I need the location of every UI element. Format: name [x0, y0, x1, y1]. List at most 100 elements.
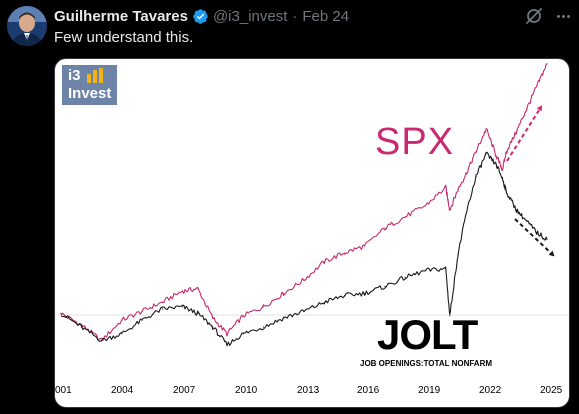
- verified-badge-icon: [192, 8, 209, 25]
- chart-canvas: [55, 63, 569, 347]
- data-point-jolt: [121, 333, 123, 335]
- spx-label: SPX: [375, 121, 455, 163]
- logo-bars-icon: [87, 68, 103, 83]
- data-point-spx: [283, 292, 285, 294]
- data-point-jolt: [100, 339, 103, 342]
- data-point-jolt: [424, 270, 427, 272]
- jolt-label: JOLT: [377, 311, 478, 358]
- x-tick-label: 2025: [540, 385, 563, 396]
- data-point-jolt: [475, 175, 477, 177]
- data-point-jolt: [226, 344, 228, 346]
- author-handle[interactable]: @i3_invest: [212, 7, 288, 25]
- data-point-jolt: [404, 276, 406, 279]
- avatar[interactable]: [7, 6, 47, 46]
- logo-text-invest: Invest: [68, 85, 112, 102]
- data-point-spx: [445, 186, 447, 189]
- data-point-spx: [457, 189, 459, 191]
- data-point-jolt: [181, 306, 184, 308]
- data-point-jolt: [197, 312, 199, 315]
- spx-trend-arrow: [506, 106, 542, 162]
- data-point-spx: [364, 245, 366, 247]
- data-point-spx: [475, 150, 477, 153]
- data-point-jolt: [80, 326, 82, 328]
- x-tick-label: 2019: [418, 385, 441, 396]
- data-point-spx: [485, 128, 487, 130]
- series-layer: [60, 63, 548, 347]
- data-point-spx: [505, 150, 508, 153]
- data-point-spx: [546, 63, 548, 65]
- spx-trend-arrow-head: [536, 105, 543, 112]
- annotation-layer: [506, 105, 555, 257]
- data-point-spx: [323, 261, 325, 263]
- x-tick-label: 2007: [173, 385, 196, 396]
- x-tick-label: 2010: [235, 385, 258, 396]
- data-point-jolt: [536, 231, 538, 234]
- data-point-jolt: [60, 312, 62, 315]
- tweet-text: Few understand this.: [54, 29, 194, 46]
- i3-invest-logo: i3 Invest: [62, 65, 117, 105]
- author-name[interactable]: Guilherme Tavares: [54, 7, 188, 25]
- data-point-spx: [526, 108, 528, 110]
- data-point-jolt: [485, 153, 487, 155]
- data-point-jolt: [465, 213, 467, 216]
- data-point-jolt: [364, 292, 366, 294]
- grok-icon[interactable]: [524, 6, 544, 26]
- data-point-jolt: [283, 317, 285, 319]
- header-separator: ·: [292, 7, 298, 25]
- data-point-jolt: [445, 267, 447, 270]
- data-point-jolt: [323, 301, 325, 303]
- data-point-jolt: [141, 319, 143, 321]
- dot-icon: [561, 14, 565, 18]
- data-point-spx: [343, 252, 346, 254]
- more-options-icon[interactable]: [553, 6, 573, 26]
- data-point-spx: [242, 315, 244, 317]
- data-point-jolt: [505, 191, 508, 193]
- data-point-spx: [424, 204, 427, 207]
- data-point-spx: [141, 310, 143, 312]
- data-point-jolt: [495, 164, 497, 166]
- x-tick-label: 2022: [479, 385, 502, 396]
- dot-icon: [566, 14, 570, 18]
- data-point-spx: [303, 279, 305, 281]
- data-point-jolt: [303, 310, 305, 312]
- data-point-jolt: [501, 177, 503, 180]
- x-tick-label: 001: [55, 385, 72, 396]
- data-point-spx: [404, 216, 406, 218]
- jolt-subtitle: JOB OPENINGS:TOTAL NONFARM: [360, 359, 493, 368]
- data-point-jolt: [343, 294, 346, 297]
- data-point-spx: [197, 288, 199, 290]
- avatar-image: [7, 6, 47, 46]
- data-point-spx: [495, 155, 497, 157]
- series-line-spx: [60, 63, 548, 341]
- data-point-spx: [181, 290, 184, 292]
- tweet-date[interactable]: Feb 24: [302, 7, 350, 25]
- data-point-jolt: [546, 238, 548, 240]
- data-point-spx: [536, 85, 538, 87]
- logo-text-i3: i3: [68, 67, 81, 84]
- data-point-jolt: [457, 254, 459, 256]
- data-point-jolt: [262, 326, 265, 328]
- x-tick-label: 2004: [111, 385, 134, 396]
- data-point-spx: [226, 333, 228, 335]
- tweet-header: Guilherme Tavares @i3_invest · Feb 24: [54, 6, 349, 26]
- data-point-spx: [465, 173, 467, 175]
- data-point-jolt: [516, 209, 518, 211]
- x-tick-label: 2016: [357, 385, 380, 396]
- jolt-trend-arrow: [514, 218, 554, 256]
- data-point-jolt: [161, 308, 163, 310]
- data-point-spx: [262, 306, 265, 308]
- series-line-jolt: [60, 151, 548, 347]
- data-point-jolt: [242, 333, 244, 335]
- data-point-jolt: [449, 315, 451, 317]
- tweet-media-chart[interactable]: i3 Invest SPX JOLT JOB OPENINGS:TOTAL NO…: [54, 58, 570, 408]
- data-point-jolt: [526, 220, 528, 222]
- data-point-jolt: [212, 326, 214, 328]
- data-point-spx: [384, 227, 386, 229]
- data-point-spx: [212, 317, 214, 319]
- data-point-spx: [516, 130, 518, 132]
- jolt-trend-arrow-head: [548, 250, 555, 257]
- data-point-spx: [449, 209, 451, 211]
- data-point-spx: [121, 319, 123, 321]
- dot-icon: [556, 14, 560, 18]
- data-point-jolt: [384, 285, 386, 288]
